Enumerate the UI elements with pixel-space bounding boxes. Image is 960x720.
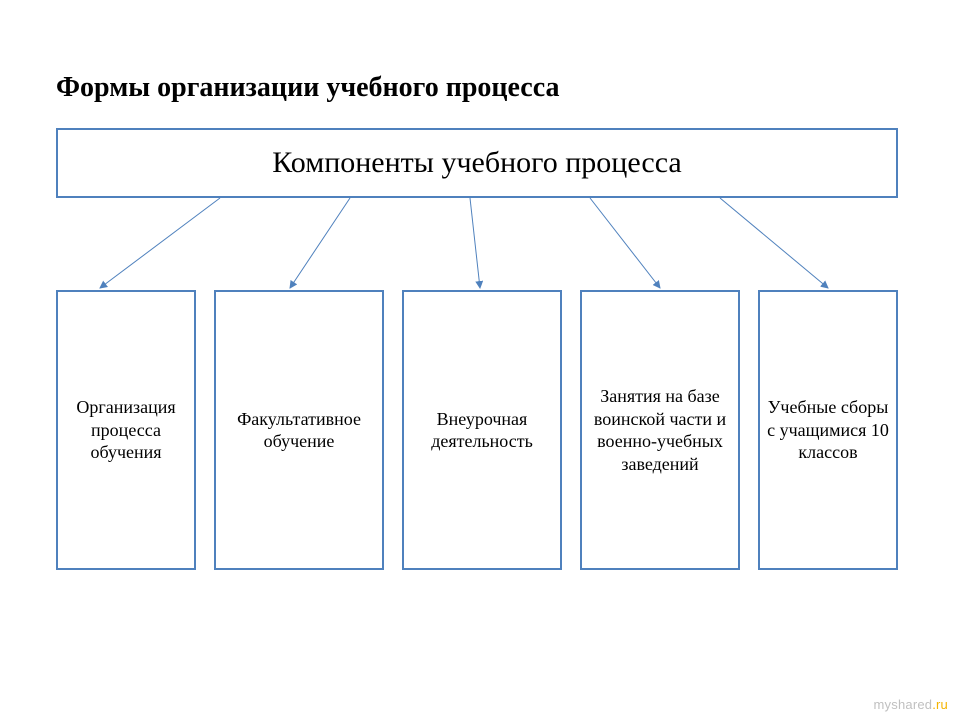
child-node-label: Факультативное обучение <box>222 408 376 453</box>
child-node-label: Внеурочная деятельность <box>410 408 554 453</box>
child-node: Занятия на базе воинской части и военно-… <box>580 290 740 570</box>
watermark-prefix: myshared <box>874 697 933 712</box>
child-node-label: Учебные сборы с учащимися 10 классов <box>766 396 890 464</box>
child-node-label: Занятия на базе воинской части и военно-… <box>588 385 732 475</box>
child-node: Организация процесса обучения <box>56 290 196 570</box>
child-node: Внеурочная деятельность <box>402 290 562 570</box>
child-node: Учебные сборы с учащимися 10 классов <box>758 290 898 570</box>
diagram-canvas: { "type": "tree", "background_color": "#… <box>0 0 960 720</box>
watermark: myshared.ru <box>874 697 948 712</box>
child-node: Факультативное обучение <box>214 290 384 570</box>
root-node-label: Компоненты учебного процесса <box>64 144 890 182</box>
watermark-suffix: .ru <box>932 697 948 712</box>
root-node: Компоненты учебного процесса <box>56 128 898 198</box>
page-title: Формы организации учебного процесса <box>56 72 560 104</box>
child-node-label: Организация процесса обучения <box>64 396 188 464</box>
